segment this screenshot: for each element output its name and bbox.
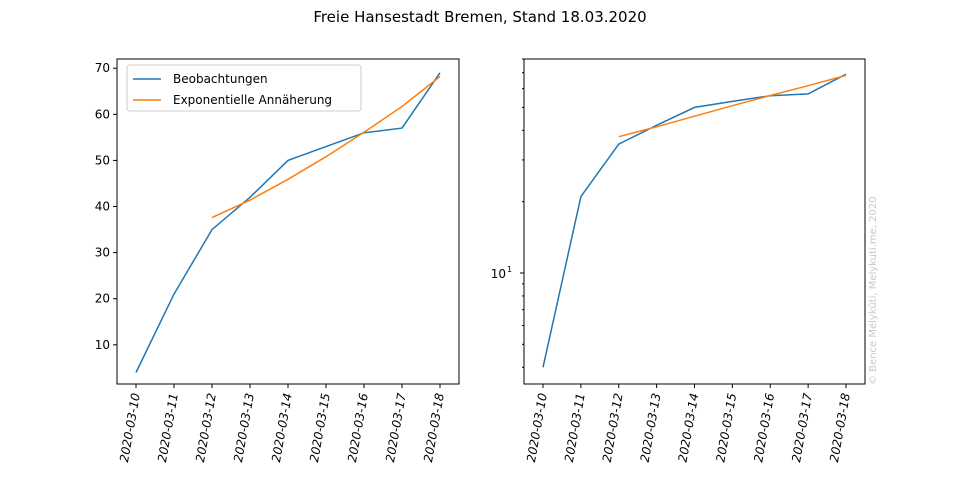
y-tick-label: 10 [491, 267, 506, 281]
x-tick-label: 2020-03-17 [789, 392, 815, 463]
y-tick-label: 70 [95, 61, 110, 75]
x-tick-label: 2020-03-14 [676, 392, 702, 463]
x-tick-label: 2020-03-10 [524, 392, 550, 463]
x-tick-label: 2020-03-10 [117, 392, 143, 463]
x-tick-label: 2020-03-12 [600, 392, 626, 463]
y-tick-label: 30 [95, 246, 110, 260]
figure-title: Freie Hansestadt Bremen, Stand 18.03.202… [313, 8, 646, 26]
x-tick-label: 2020-03-15 [713, 392, 739, 463]
x-tick-label: 2020-03-13 [231, 392, 257, 463]
x-tick-label: 2020-03-16 [345, 392, 371, 463]
x-tick-label: 2020-03-17 [383, 392, 409, 463]
x-tick-label: 2020-03-13 [638, 392, 664, 463]
x-tick-label: 2020-03-12 [193, 392, 219, 463]
series-line-fit [618, 74, 847, 138]
y-tick-label: 60 [95, 107, 110, 121]
x-tick-label: 2020-03-16 [751, 392, 777, 463]
right-chart-log: 2020-03-10 2020-03-11 2020-03-12 2020-03-13… [491, 58, 866, 463]
y-tick-label: 20 [95, 292, 110, 306]
y-tick-label: 10 [95, 338, 110, 352]
legend: Beobachtungen Exponentielle Annäherung [126, 64, 362, 112]
x-tick-label: 2020-03-18 [421, 392, 447, 463]
y-tick-label: 40 [95, 200, 110, 214]
x-tick-label: 2020-03-15 [307, 392, 333, 463]
legend-label: Exponentielle Annäherung [173, 93, 332, 107]
y-tick-label: 50 [95, 153, 110, 167]
y-tick-label-exponent: 1 [507, 265, 512, 274]
series-line-fit [211, 75, 441, 219]
x-tick-label: 2020-03-18 [827, 392, 853, 463]
series-line-observations [135, 72, 441, 373]
x-tick-label: 2020-03-11 [155, 392, 181, 463]
left-chart-linear: 2020-03-10 2020-03-11 2020-03-12 2020-03-13… [95, 58, 460, 463]
x-tick-label: 2020-03-11 [562, 392, 588, 463]
x-tick-label: 2020-03-14 [269, 392, 295, 463]
legend-box [126, 64, 362, 112]
watermark: © Bence Mélykúti, Melykuti.me, 2020 [867, 196, 879, 385]
series-line-observations [542, 73, 847, 368]
legend-label: Beobachtungen [173, 72, 268, 86]
